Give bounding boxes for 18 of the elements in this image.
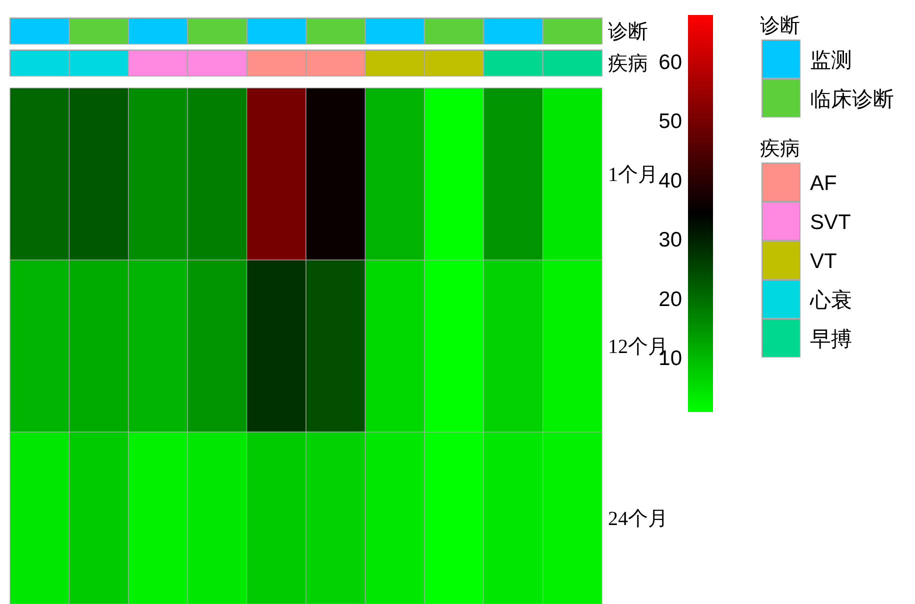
legend-label: 早搏 [810, 328, 852, 351]
legend-label: AF [810, 172, 837, 195]
y-axis-title: 疾病 [608, 53, 648, 75]
y-axis-title: 诊断 [608, 21, 648, 43]
legend-title: 疾病 [760, 138, 800, 160]
color-bar-label: 50 [658, 110, 682, 134]
legend-label: 临床诊断 [810, 88, 894, 111]
legend-label: 监测 [810, 49, 852, 72]
color-bar-label: 40 [658, 169, 682, 192]
legend-label: VT [810, 250, 838, 273]
legend-label: SVT [810, 211, 852, 234]
color-bar-label: 30 [658, 228, 682, 252]
y-tick-label: 24个月 [608, 508, 668, 530]
legend-title: 诊断 [760, 15, 800, 37]
y-tick-label: 1个月 [608, 164, 658, 186]
color-bar-label: 60 [658, 50, 682, 74]
legend-label: 心衰 [809, 289, 852, 312]
color-bar-label: 20 [658, 288, 682, 311]
